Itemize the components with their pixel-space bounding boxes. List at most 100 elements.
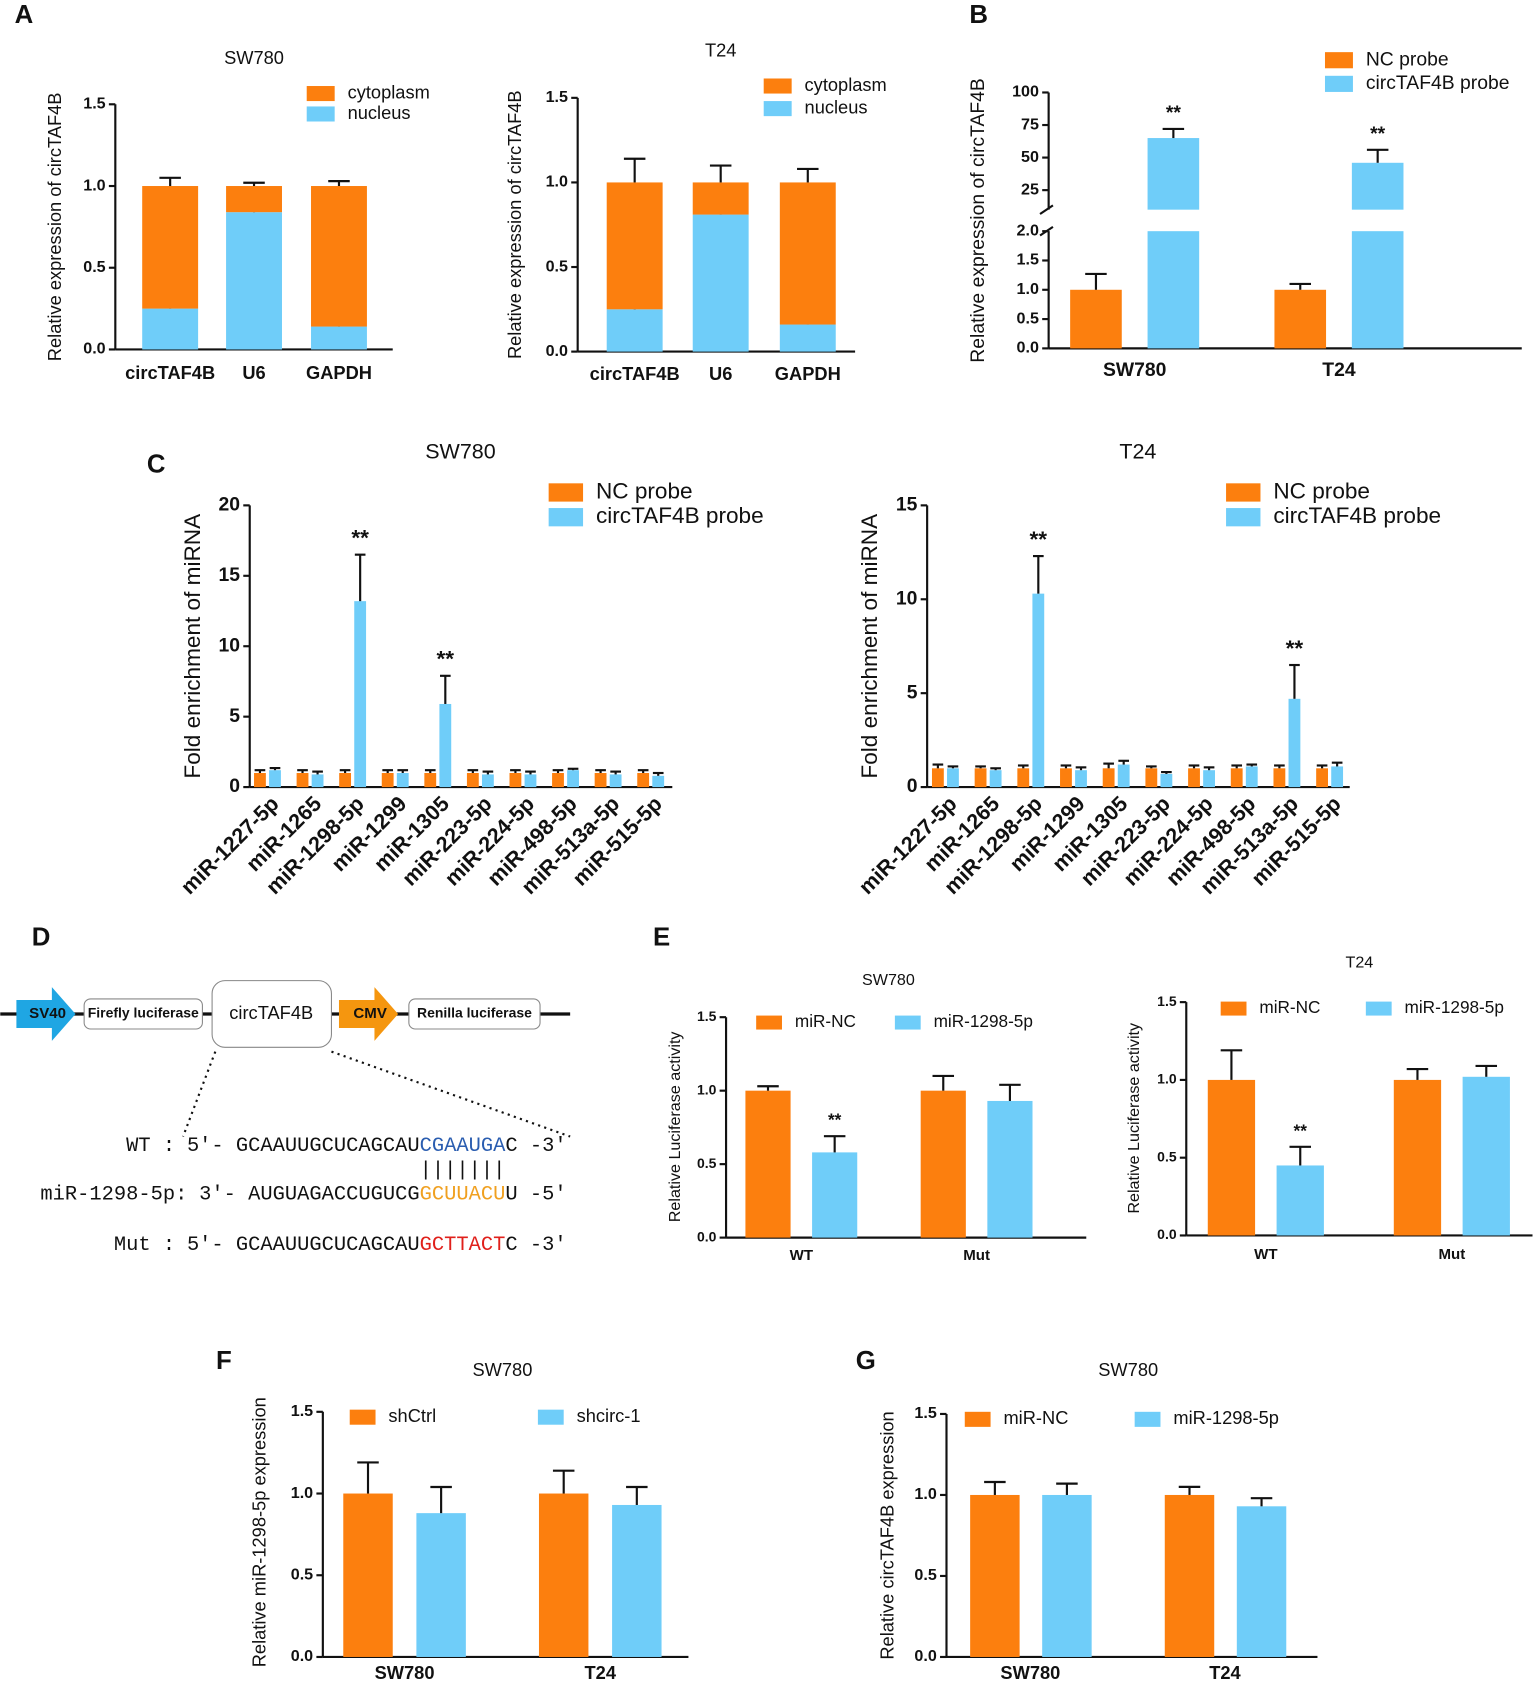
bar [466, 773, 479, 788]
bar [552, 773, 564, 788]
bar [1276, 1165, 1324, 1236]
y-tick-label: 1.5 [1157, 993, 1177, 1009]
legend-swatch [537, 1409, 564, 1425]
y-tick-label: 0.0 [83, 340, 105, 358]
y-tick-label: 1.0 [914, 1485, 936, 1503]
bar [1331, 766, 1344, 788]
x-tick-label: GAPDH [306, 362, 372, 383]
firefly-label: Firefly luciferase [88, 1005, 199, 1021]
bar [1316, 768, 1328, 788]
y-tick-label: 1.5 [1017, 251, 1039, 269]
significance: ** [351, 526, 369, 551]
chart: SW780 Relative miR-1298-5p expression 0.0 0… [248, 1359, 689, 1683]
y-axis-label: Fold enrichment of miRNA [180, 513, 205, 779]
bar [947, 768, 959, 788]
bar [416, 1513, 466, 1657]
y-tick-label: 0.5 [1157, 1148, 1177, 1164]
legend-swatch [894, 1015, 921, 1030]
sequence-prefix: Mut : 5'- GCAAUUGCUCAGCAU [114, 1235, 420, 1258]
sequence-label: Mut : [114, 1235, 175, 1258]
sequence-site: GCUUACUU -5' [420, 1184, 567, 1207]
y-axis-label: Relative expression of circTAF4B [44, 93, 65, 362]
renilla-label: Renilla luciferase [417, 1005, 532, 1021]
y-tick-label: 100 [1012, 83, 1039, 101]
bar [1288, 698, 1301, 788]
legend-label: shcirc-1 [577, 1405, 641, 1426]
bar-segment [606, 309, 663, 352]
sequence-text: 3'- AUGUAGACCUGUCG [199, 1184, 419, 1207]
bar-segment [311, 186, 367, 327]
site-red: GCTTACT [420, 1235, 506, 1258]
bar [974, 768, 987, 788]
site-orange: GCUUACU [420, 1184, 506, 1207]
x-tick-label: WT [1254, 1246, 1278, 1263]
cmv-label: CMV [353, 1005, 386, 1022]
sequence-prefix: miR-1298-5p: 3'- AUGUAGACCUGUCG [40, 1184, 419, 1207]
chart-title: SW780 [862, 971, 915, 989]
bar [1164, 1494, 1215, 1657]
significance: ** [828, 1110, 842, 1130]
bar-segment [142, 186, 199, 309]
x-tick-label: circTAF4B [590, 363, 680, 384]
bar [1060, 768, 1072, 788]
bar-segment [692, 214, 749, 352]
y-tick-label: 0 [907, 775, 918, 797]
y-tick-label: 50 [1021, 148, 1039, 166]
sequence-prefix: WT : 5'- GCAAUUGCUCAGCAU [126, 1136, 419, 1159]
y-tick-label: 0.0 [1017, 339, 1039, 357]
bar-segment [606, 182, 663, 310]
bar [1273, 768, 1286, 788]
legend-swatch [1226, 508, 1261, 527]
legend-swatch [763, 78, 792, 94]
panel-label: C [147, 450, 166, 478]
x-tick-label: U6 [709, 363, 732, 384]
y-tick-label: 0.0 [291, 1647, 313, 1665]
bar [254, 773, 266, 788]
x-tick-label: T24 [585, 1662, 617, 1683]
bar [439, 703, 452, 788]
bar-segment [311, 326, 367, 350]
bar [424, 773, 437, 788]
circ-label: circTAF4B [229, 1002, 313, 1023]
zoom-line [182, 1051, 217, 1137]
x-tick-label: T24 [1322, 359, 1356, 381]
legend-label: circTAF4B probe [596, 503, 764, 528]
bar [1188, 768, 1200, 788]
chart-title: SW780 [1098, 1359, 1158, 1380]
y-tick-label: 5 [907, 681, 918, 703]
bar [987, 1100, 1033, 1238]
y-tick-label: 1.5 [291, 1402, 313, 1420]
sequence-site: GCTTACTC -3' [420, 1235, 567, 1258]
x-tick-label: SW780 [375, 1662, 435, 1683]
legend-swatch [964, 1411, 991, 1427]
y-tick-label: 1.0 [1157, 1071, 1177, 1087]
x-tick-label: SW780 [1103, 359, 1166, 381]
bar [1245, 766, 1258, 788]
sequence-text: 5'- GCAAUUGCUCAGCAU [187, 1235, 420, 1258]
significance: ** [437, 647, 455, 672]
y-tick-label: 15 [896, 493, 918, 515]
legend-label: circTAF4B probe [1273, 503, 1441, 528]
bar [1236, 1506, 1287, 1657]
y-tick-label: 5 [229, 705, 240, 727]
panel-label: D [32, 924, 51, 952]
chart-title: T24 [1346, 954, 1374, 972]
y-tick-label: 10 [219, 634, 241, 656]
firefly-box [83, 998, 203, 1030]
sequence-site: CGAAUGAC -3' [420, 1136, 567, 1159]
y-tick-label: 10 [896, 587, 918, 609]
chart: SW780 Relative expression of circTAF4B 0.0… [44, 47, 430, 383]
legend-swatch [306, 86, 335, 102]
y-tick-label: 2.0 [1017, 221, 1039, 239]
bar [1393, 1079, 1442, 1236]
y-tick-label: 0.0 [546, 342, 568, 360]
bar [1145, 768, 1158, 788]
y-tick-label: 1.0 [291, 1484, 313, 1502]
x-tick-label: Mut [963, 1247, 990, 1264]
sequence-text: U -5' [505, 1184, 566, 1207]
bar [296, 773, 309, 788]
y-tick-label: 0.5 [291, 1566, 313, 1584]
significance: ** [1370, 123, 1386, 145]
bar [1017, 768, 1030, 788]
